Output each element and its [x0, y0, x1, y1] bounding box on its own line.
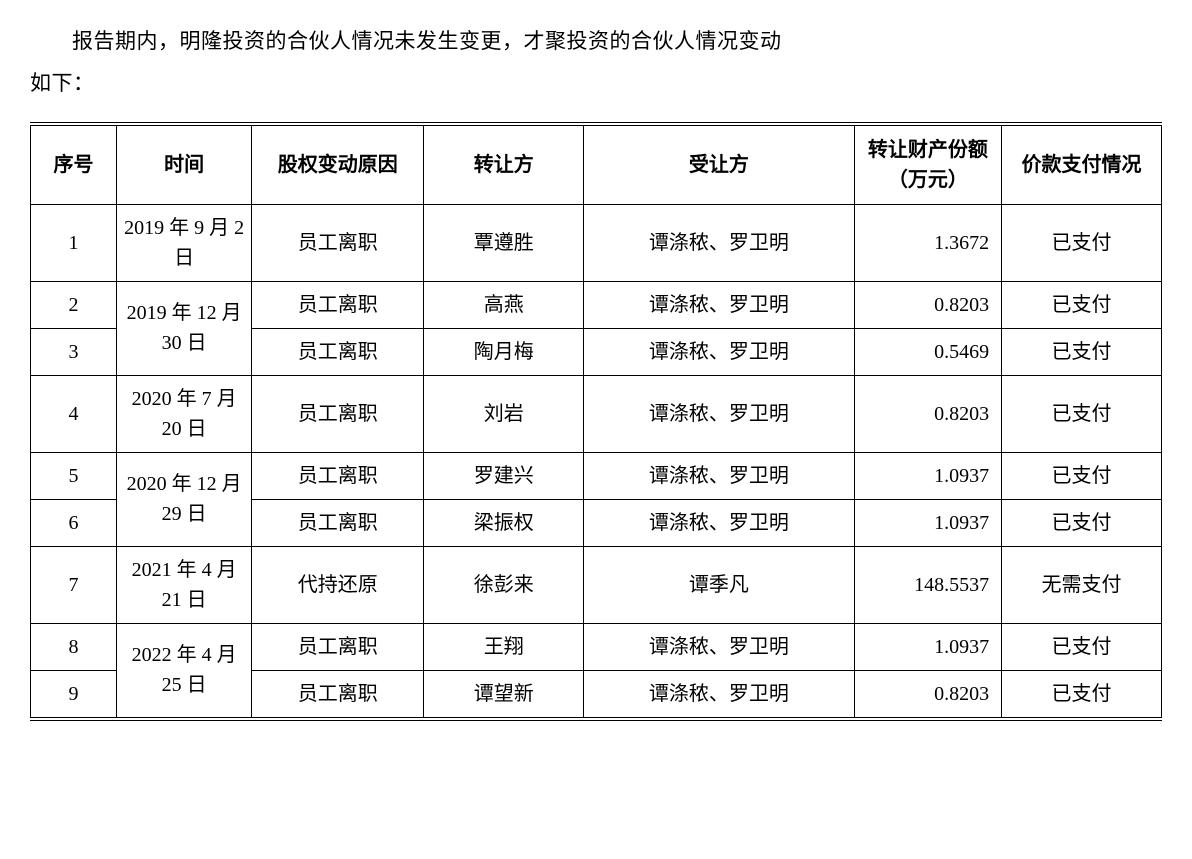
header-date: 时间: [117, 124, 252, 204]
cell-buyer: 谭涤秾、罗卫明: [584, 670, 854, 719]
cell-seq: 1: [31, 204, 117, 281]
cell-seq: 8: [31, 623, 117, 670]
cell-reason: 员工离职: [252, 452, 424, 499]
cell-status: 已支付: [1002, 281, 1162, 328]
header-reason: 股权变动原因: [252, 124, 424, 204]
cell-seq: 4: [31, 375, 117, 452]
cell-reason: 员工离职: [252, 281, 424, 328]
cell-amount: 0.5469: [854, 328, 1002, 375]
cell-status: 已支付: [1002, 452, 1162, 499]
cell-status: 已支付: [1002, 623, 1162, 670]
cell-seller: 覃遵胜: [424, 204, 584, 281]
cell-reason: 员工离职: [252, 623, 424, 670]
cell-status: 无需支付: [1002, 546, 1162, 623]
cell-seq: 3: [31, 328, 117, 375]
header-status: 价款支付情况: [1002, 124, 1162, 204]
table-header-row: 序号 时间 股权变动原因 转让方 受让方 转让财产份额（万元） 价款支付情况: [31, 124, 1162, 204]
cell-date: 2020 年 12 月 29 日: [117, 452, 252, 546]
cell-amount: 148.5537: [854, 546, 1002, 623]
intro-line-1: 报告期内，明隆投资的合伙人情况未发生变更，才聚投资的合伙人情况变动: [30, 20, 1162, 62]
cell-seq: 5: [31, 452, 117, 499]
cell-reason: 员工离职: [252, 499, 424, 546]
cell-date: 2019 年 12 月 30 日: [117, 281, 252, 375]
table-row: 2 2019 年 12 月 30 日 员工离职 高燕 谭涤秾、罗卫明 0.820…: [31, 281, 1162, 328]
cell-reason: 员工离职: [252, 204, 424, 281]
cell-date: 2020 年 7 月 20 日: [117, 375, 252, 452]
cell-amount: 0.8203: [854, 281, 1002, 328]
cell-amount: 0.8203: [854, 375, 1002, 452]
cell-date: 2022 年 4 月 25 日: [117, 623, 252, 719]
cell-status: 已支付: [1002, 670, 1162, 719]
table-row: 8 2022 年 4 月 25 日 员工离职 王翔 谭涤秾、罗卫明 1.0937…: [31, 623, 1162, 670]
header-amount: 转让财产份额（万元）: [854, 124, 1002, 204]
cell-status: 已支付: [1002, 375, 1162, 452]
cell-buyer: 谭季凡: [584, 546, 854, 623]
cell-seller: 谭望新: [424, 670, 584, 719]
cell-amount: 1.0937: [854, 623, 1002, 670]
partner-changes-table: 序号 时间 股权变动原因 转让方 受让方 转让财产份额（万元） 价款支付情况 1…: [30, 122, 1162, 721]
cell-buyer: 谭涤秾、罗卫明: [584, 281, 854, 328]
cell-seq: 9: [31, 670, 117, 719]
header-buyer: 受让方: [584, 124, 854, 204]
cell-status: 已支付: [1002, 204, 1162, 281]
cell-buyer: 谭涤秾、罗卫明: [584, 623, 854, 670]
cell-reason: 员工离职: [252, 328, 424, 375]
cell-amount: 0.8203: [854, 670, 1002, 719]
cell-date: 2019 年 9 月 2 日: [117, 204, 252, 281]
cell-amount: 1.0937: [854, 452, 1002, 499]
cell-reason: 员工离职: [252, 670, 424, 719]
cell-seller: 高燕: [424, 281, 584, 328]
cell-status: 已支付: [1002, 328, 1162, 375]
cell-buyer: 谭涤秾、罗卫明: [584, 452, 854, 499]
cell-amount: 1.3672: [854, 204, 1002, 281]
cell-seller: 罗建兴: [424, 452, 584, 499]
cell-buyer: 谭涤秾、罗卫明: [584, 375, 854, 452]
cell-seq: 2: [31, 281, 117, 328]
cell-seller: 徐彭来: [424, 546, 584, 623]
header-seller: 转让方: [424, 124, 584, 204]
cell-amount: 1.0937: [854, 499, 1002, 546]
cell-seller: 陶月梅: [424, 328, 584, 375]
table-row: 4 2020 年 7 月 20 日 员工离职 刘岩 谭涤秾、罗卫明 0.8203…: [31, 375, 1162, 452]
cell-status: 已支付: [1002, 499, 1162, 546]
intro-line-2: 如下：: [30, 62, 1162, 104]
table-row: 5 2020 年 12 月 29 日 员工离职 罗建兴 谭涤秾、罗卫明 1.09…: [31, 452, 1162, 499]
cell-seller: 刘岩: [424, 375, 584, 452]
table-row: 1 2019 年 9 月 2 日 员工离职 覃遵胜 谭涤秾、罗卫明 1.3672…: [31, 204, 1162, 281]
cell-reason: 员工离职: [252, 375, 424, 452]
cell-date: 2021 年 4 月 21 日: [117, 546, 252, 623]
cell-seller: 王翔: [424, 623, 584, 670]
cell-buyer: 谭涤秾、罗卫明: [584, 499, 854, 546]
cell-buyer: 谭涤秾、罗卫明: [584, 204, 854, 281]
table-body: 1 2019 年 9 月 2 日 员工离职 覃遵胜 谭涤秾、罗卫明 1.3672…: [31, 204, 1162, 719]
header-seq: 序号: [31, 124, 117, 204]
cell-reason: 代持还原: [252, 546, 424, 623]
cell-buyer: 谭涤秾、罗卫明: [584, 328, 854, 375]
cell-seq: 6: [31, 499, 117, 546]
cell-seller: 梁振权: [424, 499, 584, 546]
intro-paragraph: 报告期内，明隆投资的合伙人情况未发生变更，才聚投资的合伙人情况变动 如下：: [30, 20, 1162, 104]
cell-seq: 7: [31, 546, 117, 623]
table-row: 7 2021 年 4 月 21 日 代持还原 徐彭来 谭季凡 148.5537 …: [31, 546, 1162, 623]
